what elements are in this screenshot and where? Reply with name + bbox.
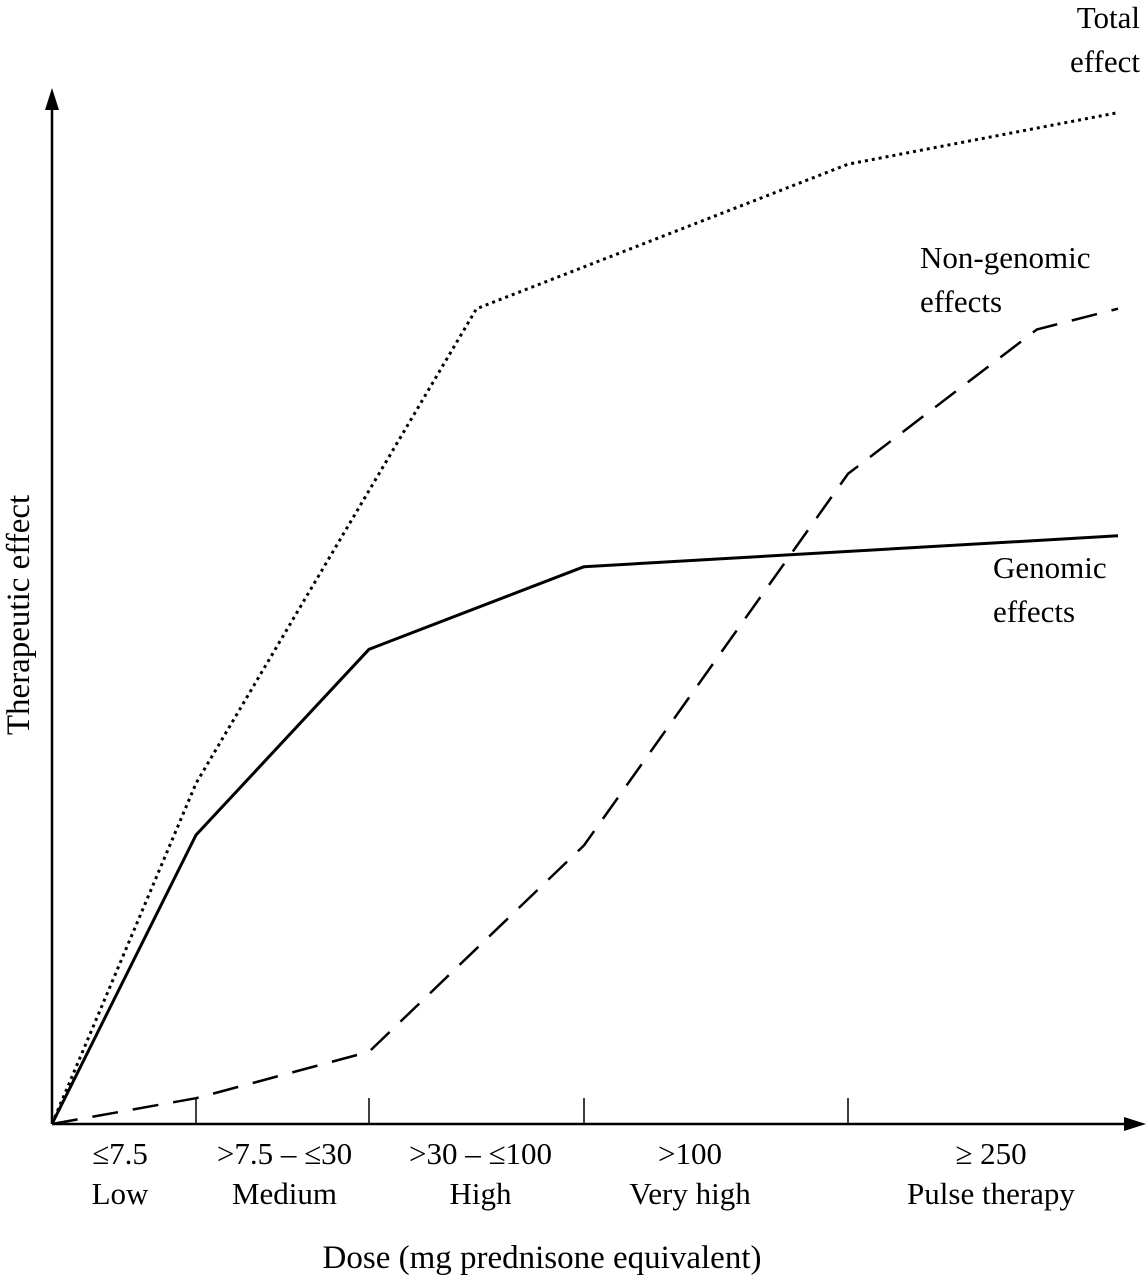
category-range-label: ≥ 250	[955, 1136, 1026, 1171]
category-range-label: >100	[658, 1136, 722, 1171]
series-label: Total	[1077, 0, 1140, 35]
series-line-2	[50, 534, 1119, 1125]
category-range-label: >30 – ≤100	[409, 1136, 552, 1171]
y-axis-title: Therapeutic effect	[1, 495, 37, 735]
x-ticks	[195, 1098, 849, 1124]
category-range-label: ≤7.5	[92, 1136, 148, 1171]
category-name-label: Very high	[629, 1176, 751, 1211]
y-axis-arrow	[45, 88, 59, 110]
x-axis-arrow	[1124, 1117, 1146, 1131]
category-name-label: Medium	[232, 1176, 337, 1211]
series-label: effects	[920, 284, 1002, 319]
x-axis-title: Dose (mg prednisone equivalent)	[323, 1240, 762, 1276]
series-line-1	[51, 307, 1119, 1126]
series-label: effect	[1070, 44, 1140, 79]
series-label: Genomic	[993, 550, 1107, 585]
category-name-label: Pulse therapy	[907, 1176, 1075, 1211]
series-label: Non-genomic	[920, 240, 1090, 275]
category-range-label: >7.5 – ≤30	[217, 1136, 352, 1171]
category-labels: ≤7.5 Low >7.5 – ≤30 Medium >30 – ≤100 High >10…	[92, 1136, 1076, 1211]
series-line-0	[50, 111, 1119, 1125]
category-name-label: High	[450, 1176, 513, 1211]
category-name-label: Low	[92, 1176, 149, 1211]
series-lines	[50, 111, 1119, 1126]
series-labels: Total effect Non-genomic effects Genomic effe…	[920, 0, 1140, 629]
axes	[45, 88, 1146, 1131]
series-label: effects	[993, 594, 1075, 629]
